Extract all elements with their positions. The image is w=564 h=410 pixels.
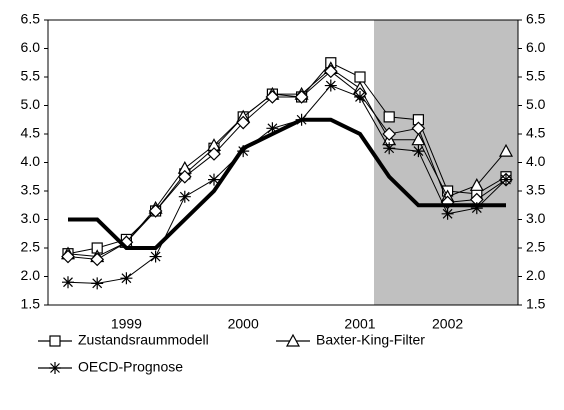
series-line [68, 117, 506, 250]
y-tick-label: 2.5 [21, 239, 41, 255]
y2-tick-label: 6.5 [526, 11, 546, 27]
point [441, 207, 454, 220]
point [237, 145, 250, 158]
y2-tick-label: 4.5 [526, 125, 546, 141]
legend-marker [285, 333, 301, 347]
y2-tick-label: 5.5 [526, 68, 546, 84]
point [207, 147, 221, 161]
point [62, 276, 74, 289]
y-tick-label: 3.0 [21, 210, 41, 226]
point [411, 121, 426, 136]
y2-tick-label: 2.5 [526, 239, 546, 255]
y-tick-label: 6.0 [21, 39, 41, 55]
legend-label: Zustandsraummodell [78, 332, 209, 348]
point [208, 173, 220, 186]
point [323, 64, 338, 79]
point [470, 202, 483, 215]
x-tick-label: 2002 [432, 316, 463, 332]
x-tick-label: 2000 [228, 316, 259, 332]
point [383, 111, 395, 123]
point [498, 143, 514, 157]
point [294, 90, 309, 104]
legend-marker [49, 362, 61, 374]
point [382, 127, 397, 141]
y-tick-label: 3.5 [21, 182, 41, 198]
legend-label: OECD-Prognose [78, 359, 183, 375]
y2-tick-label: 6.0 [526, 39, 546, 55]
y-tick-label: 4.0 [21, 153, 41, 169]
shaded-region [374, 20, 518, 305]
point [295, 113, 308, 126]
point [265, 90, 280, 104]
point [411, 132, 426, 146]
y-tick-label: 5.5 [21, 68, 41, 84]
y2-tick-label: 4.0 [526, 153, 546, 169]
point [469, 178, 484, 191]
legend-marker [49, 335, 61, 347]
point [91, 277, 104, 290]
point [148, 204, 163, 218]
point [412, 145, 425, 158]
point [383, 142, 396, 155]
point [90, 252, 105, 267]
x-tick-label: 2001 [344, 316, 375, 332]
point [178, 190, 191, 203]
series-line [67, 67, 507, 258]
y-tick-label: 5.0 [21, 96, 41, 112]
point [354, 90, 366, 103]
y2-tick-label: 1.5 [526, 296, 546, 312]
y-tick-label: 1.5 [21, 296, 41, 312]
y2-tick-label: 5.0 [526, 96, 546, 112]
point [324, 79, 337, 92]
y-tick-label: 4.5 [21, 125, 41, 141]
legend-label: Baxter-King-Filter [316, 332, 425, 348]
point [236, 115, 251, 130]
point [177, 169, 192, 184]
y-tick-label: 6.5 [21, 11, 41, 27]
series-line [67, 70, 507, 260]
y2-tick-label: 3.5 [526, 182, 546, 198]
point [61, 249, 75, 264]
y2-tick-label: 3.0 [526, 210, 546, 226]
point [500, 173, 512, 186]
point [149, 250, 162, 263]
y2-tick-label: 2.0 [526, 267, 546, 283]
x-tick-label: 1999 [111, 316, 142, 332]
point [354, 71, 366, 83]
series-line [67, 84, 507, 284]
point [120, 272, 133, 285]
y-tick-label: 2.0 [21, 267, 41, 283]
point [266, 122, 279, 135]
